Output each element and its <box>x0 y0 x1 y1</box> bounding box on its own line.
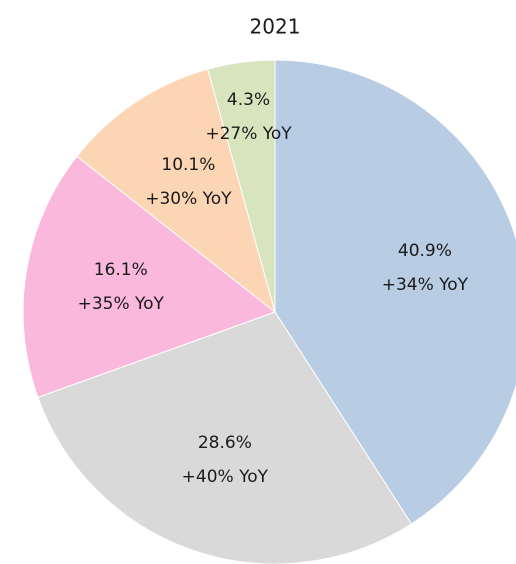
slice-annotation: +40% YoY <box>182 467 269 487</box>
slice-label: 10.1% <box>161 155 215 175</box>
slice-annotation: +30% YoY <box>145 189 232 209</box>
chart-title: 2021 <box>250 15 301 39</box>
slice-annotation: +34% YoY <box>382 275 469 295</box>
pie-slice <box>76 68 276 314</box>
slice-annotation: +27% YoY <box>205 124 292 144</box>
slice-annotation: +35% YoY <box>78 294 165 314</box>
slice-label: 40.9% <box>398 241 452 261</box>
slice-label: 16.1% <box>94 260 148 280</box>
pie-slice <box>37 311 413 564</box>
pie-slice <box>22 155 277 399</box>
slice-label: 4.3% <box>227 90 270 110</box>
pie-slice <box>274 59 516 525</box>
slice-label: 28.6% <box>198 433 252 453</box>
pie-slice <box>207 59 276 313</box>
